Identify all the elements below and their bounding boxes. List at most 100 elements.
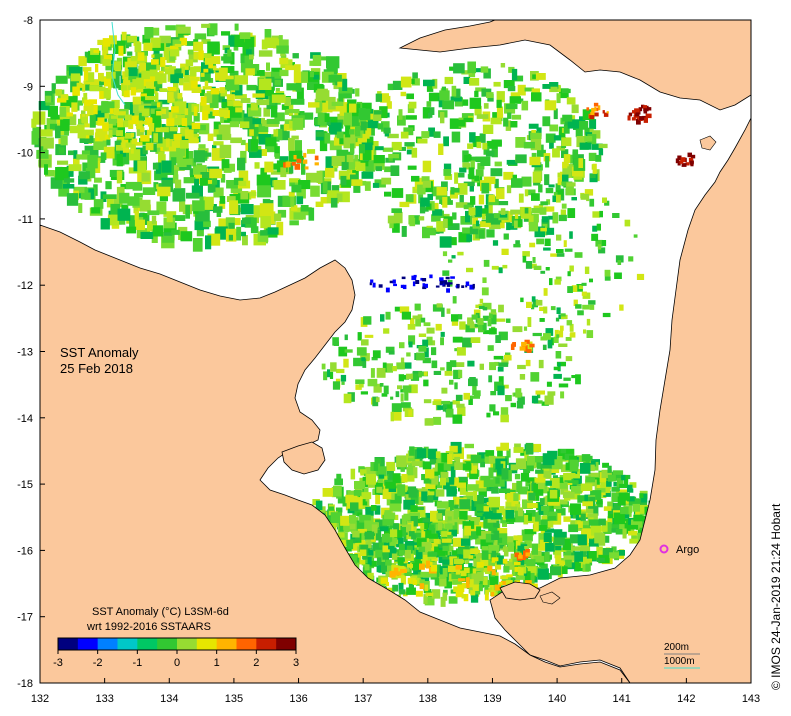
sst-pixel — [566, 472, 576, 478]
sst-pixel — [524, 571, 531, 584]
sst-pixel — [393, 523, 399, 533]
sst-pixel — [315, 201, 324, 207]
sst-pixel — [412, 370, 422, 376]
sst-pixel — [200, 71, 211, 82]
sst-pixel — [84, 99, 91, 106]
sst-pixel — [442, 545, 450, 551]
sst-pixel — [336, 191, 350, 203]
sst-pixel — [228, 234, 233, 241]
sst-pixel — [372, 282, 376, 288]
sst-pixel — [79, 135, 94, 143]
sst-pixel — [496, 318, 506, 322]
argo-marker — [659, 544, 669, 554]
sst-pixel — [514, 213, 519, 219]
sst-pixel — [554, 279, 561, 285]
sst-pixel — [478, 486, 487, 497]
sst-pixel — [113, 198, 123, 208]
sst-pixel — [380, 577, 388, 584]
sst-pixel — [442, 536, 451, 541]
sst-pixel — [627, 496, 635, 502]
sst-pixel — [463, 392, 470, 400]
sst-pixel — [85, 72, 95, 82]
sst-pixel — [586, 193, 590, 202]
sst-pixel — [374, 505, 381, 515]
sst-pixel — [407, 324, 416, 330]
sst-pixel — [629, 482, 637, 488]
sst-pixel — [99, 91, 104, 99]
sst-pixel — [406, 467, 414, 478]
sst-pixel — [576, 121, 589, 130]
sst-pixel — [575, 129, 583, 138]
sst-pixel — [438, 96, 444, 108]
sst-pixel — [549, 278, 553, 286]
sst-pixel — [47, 105, 58, 117]
sst-pixel — [443, 589, 448, 595]
sst-pixel — [314, 155, 319, 161]
sst-pixel — [438, 577, 447, 587]
sst-pixel — [151, 59, 159, 65]
sst-pixel — [452, 400, 460, 405]
sst-pixel — [163, 217, 176, 229]
sst-pixel — [531, 304, 535, 310]
sst-pixel — [493, 81, 501, 87]
sst-pixel — [514, 561, 521, 566]
sst-pixel — [555, 190, 563, 197]
sst-pixel — [351, 179, 363, 186]
sst-pixel — [249, 54, 254, 60]
sst-pixel — [424, 584, 429, 592]
sst-pixel — [474, 205, 483, 217]
sst-pixel — [506, 448, 511, 458]
sst-pixel — [589, 536, 599, 547]
sst-pixel — [439, 541, 449, 549]
sst-pixel — [410, 373, 420, 381]
sst-pixel — [330, 362, 337, 372]
sst-pixel — [505, 506, 518, 512]
sst-pixel — [562, 161, 569, 169]
sst-pixel — [174, 118, 181, 126]
sst-pixel — [477, 318, 484, 325]
sst-pixel — [635, 112, 640, 117]
sst-pixel — [426, 327, 435, 334]
sst-pixel — [560, 314, 568, 320]
y-tick-label: -18 — [17, 678, 33, 690]
sst-pixel — [88, 188, 95, 199]
sst-pixel — [138, 217, 144, 222]
sst-pixel — [566, 182, 576, 187]
sst-pixel — [450, 276, 455, 279]
sst-pixel — [392, 80, 403, 90]
sst-pixel — [462, 463, 472, 471]
sst-pixel — [533, 555, 545, 563]
sst-pixel — [592, 225, 598, 232]
sst-pixel — [557, 499, 568, 505]
sst-pixel — [409, 512, 420, 519]
sst-pixel — [398, 146, 406, 151]
sst-pixel — [422, 518, 430, 523]
sst-pixel — [171, 106, 179, 113]
map-title-line1: SST Anomaly — [60, 345, 139, 360]
sst-pixel — [494, 584, 501, 591]
sst-pixel — [394, 306, 401, 312]
sst-pixel — [537, 394, 541, 399]
sst-pixel — [545, 156, 550, 168]
sst-pixel — [170, 73, 183, 84]
sst-pixel — [498, 304, 504, 313]
sst-pixel — [606, 480, 612, 487]
sst-pixel — [323, 371, 328, 381]
sst-pixel — [446, 361, 452, 372]
sst-pixel — [522, 255, 527, 263]
sst-pixel — [544, 206, 555, 212]
sst-pixel — [550, 566, 562, 576]
sst-pixel — [401, 311, 411, 320]
y-tick-label: -11 — [18, 214, 33, 226]
sst-pixel — [136, 77, 145, 89]
sst-pixel — [571, 166, 583, 177]
sst-pixel — [163, 211, 177, 217]
sst-pixel — [341, 381, 345, 385]
sst-pixel — [492, 240, 499, 246]
sst-pixel — [570, 332, 576, 338]
sst-pixel — [546, 227, 555, 235]
sst-pixel — [131, 132, 135, 138]
sst-pixel — [483, 330, 490, 335]
sst-pixel — [108, 127, 118, 135]
sst-pixel — [440, 471, 449, 479]
